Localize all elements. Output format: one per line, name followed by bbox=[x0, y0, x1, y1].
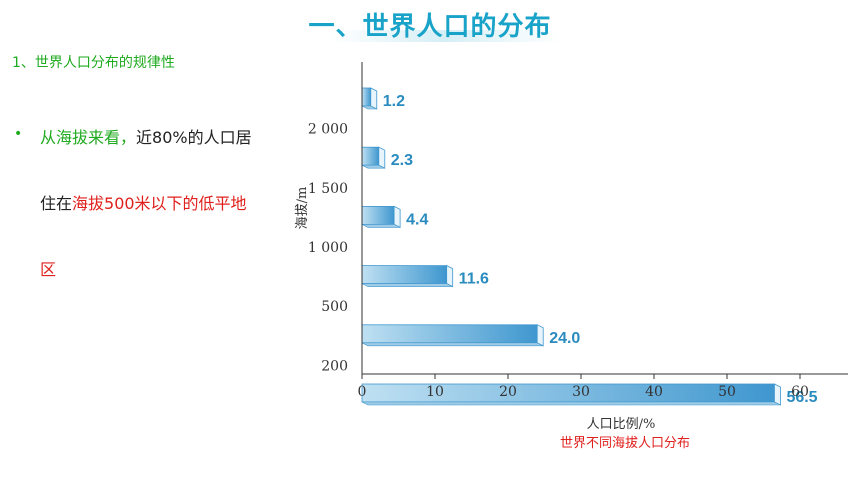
bar-end-face bbox=[378, 146, 386, 169]
bar-group: 2.3 bbox=[361, 146, 413, 169]
data-label: 56.5 bbox=[786, 389, 817, 406]
x-tick-label: 20 bbox=[499, 384, 517, 400]
y-tick-label: 1 500 bbox=[308, 181, 348, 197]
bar-bottom-face bbox=[361, 283, 453, 287]
title-decoration bbox=[330, 30, 560, 42]
bar-end-face bbox=[536, 324, 544, 347]
page-title: 一、世界人口的分布 bbox=[308, 12, 552, 42]
bullet-text-red: 海拔500米以下的低平地 bbox=[72, 194, 247, 213]
x-tick-label: 40 bbox=[645, 384, 663, 400]
chart-caption: 世界不同海拔人口分布 bbox=[560, 436, 691, 451]
data-label: 2.3 bbox=[391, 152, 413, 169]
bullet-line-1: 从海拔来看，近80%的人口居 bbox=[40, 124, 252, 148]
section-subtitle: 1、世界人口分布的规律性 bbox=[12, 55, 175, 71]
bar-group: 4.4 bbox=[361, 205, 428, 229]
bar bbox=[361, 324, 538, 344]
x-tick-label: 60 bbox=[791, 384, 809, 400]
bar-group: 11.6 bbox=[361, 264, 489, 288]
bullet-text-black-2: 住在 bbox=[40, 194, 73, 213]
bar bbox=[361, 87, 372, 107]
bar-group: 24.0 bbox=[361, 324, 580, 347]
bar-end-face bbox=[446, 264, 454, 288]
bar bbox=[361, 265, 448, 285]
bullet-line-2: 住在海拔500米以下的低平地 bbox=[40, 190, 247, 214]
x-tick-label: 30 bbox=[572, 384, 590, 400]
x-axis-label: 人口比例/% bbox=[587, 417, 656, 430]
x-tick-label: 0 bbox=[358, 384, 367, 400]
bullet-text-green: 从海拔来看， bbox=[40, 128, 137, 147]
data-label: 1.2 bbox=[383, 93, 405, 110]
y-tick-label: 500 bbox=[321, 299, 348, 315]
bar-end-face bbox=[370, 87, 378, 110]
bar-bottom-face bbox=[361, 224, 401, 228]
bar bbox=[361, 205, 395, 225]
data-label: 24.0 bbox=[549, 330, 580, 347]
bar-end-face bbox=[393, 205, 401, 229]
bar-bottom-face bbox=[361, 401, 781, 406]
bar-bottom-face bbox=[361, 164, 385, 169]
y-tick-label: 200 bbox=[321, 358, 348, 374]
bar-bottom-face bbox=[361, 105, 377, 110]
y-axis-label: 海拔/m bbox=[295, 187, 310, 230]
x-tick-label: 50 bbox=[718, 384, 736, 400]
bar bbox=[361, 146, 380, 166]
y-tick-label: 1 000 bbox=[308, 240, 348, 256]
bullet-marker: • bbox=[14, 126, 23, 142]
bar-group: 56.5 bbox=[361, 383, 818, 406]
bullet-text-black: 近80%的人口居 bbox=[136, 128, 252, 147]
bullet-line-3: 区 bbox=[40, 256, 56, 280]
y-tick-label: 2 000 bbox=[308, 122, 348, 138]
data-label: 4.4 bbox=[406, 211, 428, 228]
bar-bottom-face bbox=[361, 342, 544, 347]
bar-end-face bbox=[774, 383, 781, 406]
x-tick-label: 10 bbox=[426, 384, 444, 400]
bullet-text-red-2: 区 bbox=[40, 260, 57, 279]
bar bbox=[361, 383, 775, 403]
bar-group: 1.2 bbox=[361, 87, 405, 110]
data-label: 11.6 bbox=[459, 271, 489, 288]
